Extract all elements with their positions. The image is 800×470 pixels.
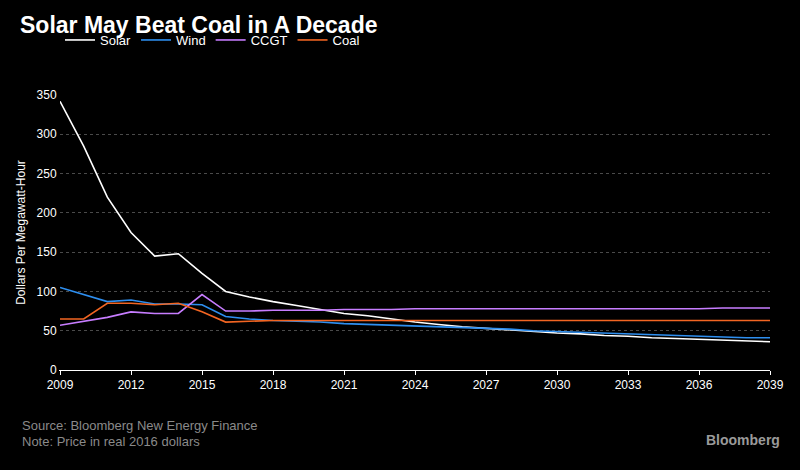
svg-text:2021: 2021 [331, 378, 358, 392]
svg-text:2030: 2030 [544, 378, 571, 392]
svg-text:Source: Bloomberg New Energy F: Source: Bloomberg New Energy Finance [22, 418, 258, 433]
svg-text:Solar May Beat Coal in A Decad: Solar May Beat Coal in A Decade [20, 12, 377, 38]
svg-text:2033: 2033 [615, 378, 642, 392]
svg-text:2018: 2018 [260, 378, 287, 392]
svg-text:350: 350 [37, 88, 57, 102]
svg-text:2015: 2015 [189, 378, 216, 392]
svg-text:Bloomberg: Bloomberg [706, 432, 780, 448]
svg-text:Wind: Wind [176, 33, 206, 48]
svg-text:CCGT: CCGT [251, 33, 288, 48]
svg-text:200: 200 [37, 206, 57, 220]
svg-text:Coal: Coal [333, 33, 360, 48]
svg-text:Solar: Solar [100, 33, 131, 48]
svg-text:150: 150 [37, 245, 57, 259]
svg-text:Note: Price in real 2016 dolla: Note: Price in real 2016 dollars [22, 434, 200, 449]
svg-text:2024: 2024 [402, 378, 429, 392]
svg-text:2039: 2039 [757, 378, 784, 392]
svg-text:2036: 2036 [686, 378, 713, 392]
svg-text:250: 250 [37, 167, 57, 181]
svg-text:2027: 2027 [473, 378, 500, 392]
svg-text:100: 100 [37, 285, 57, 299]
svg-text:2009: 2009 [47, 378, 74, 392]
svg-text:300: 300 [37, 127, 57, 141]
svg-text:2012: 2012 [118, 378, 145, 392]
svg-text:50: 50 [43, 324, 57, 338]
svg-text:0: 0 [50, 363, 57, 377]
svg-text:Dollars Per Megawatt-Hour: Dollars Per Megawatt-Hour [14, 160, 28, 305]
